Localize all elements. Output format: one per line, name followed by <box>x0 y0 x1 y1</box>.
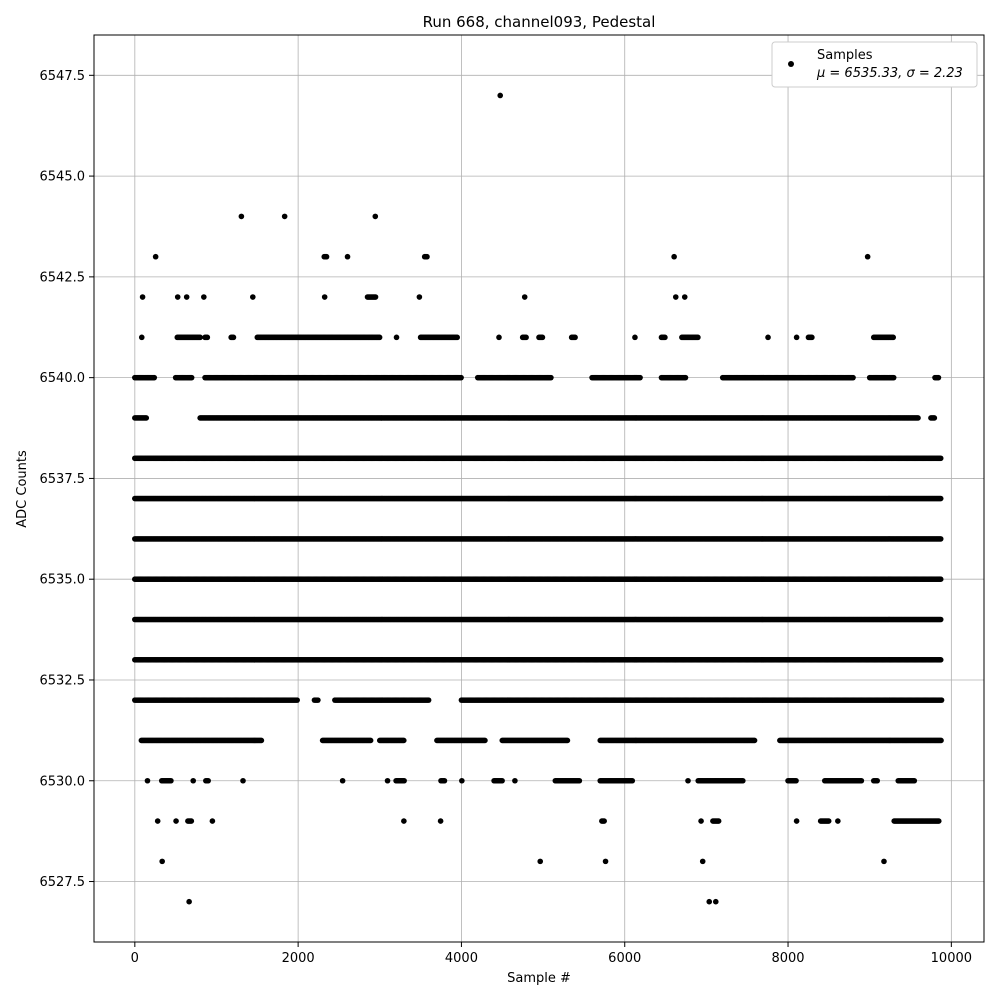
data-point <box>315 697 321 703</box>
data-point <box>937 576 944 582</box>
data-point <box>937 657 944 663</box>
data-point <box>937 455 944 462</box>
data-point <box>294 697 300 703</box>
data-point <box>937 616 944 623</box>
chart-title: Run 668, channel093, Pedestal <box>423 13 656 31</box>
data-point <box>143 415 150 421</box>
data-points <box>132 92 945 905</box>
data-point <box>937 495 944 502</box>
data-point <box>937 536 944 542</box>
data-point <box>938 697 945 703</box>
data-point <box>425 697 432 703</box>
